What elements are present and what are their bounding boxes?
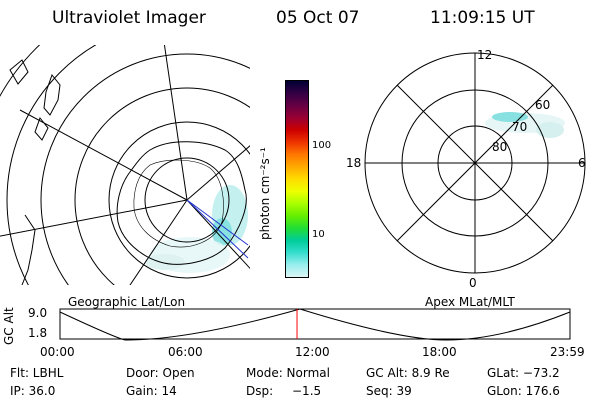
door-status: Door: Open [126, 366, 195, 380]
colorbar [285, 80, 309, 278]
ip-status: IP: 36.0 [10, 384, 56, 398]
gc-alt-status: GC Alt: 8.9 Re [366, 366, 450, 380]
aurora-emission-geo [145, 185, 248, 273]
glat-status: GLat: −73.2 [487, 366, 560, 380]
altitude-tick-max: 9.0 [28, 306, 48, 320]
filter-status: Flt: LBHL [10, 366, 64, 380]
polar-label-right: 6 [578, 156, 586, 170]
x-tick-0600: 06:00 [168, 345, 203, 359]
mode-status: Mode: Normal [246, 366, 330, 380]
x-tick-1200: 12:00 [295, 345, 330, 359]
dsp-value: −1.5 [292, 384, 322, 398]
polar-ring-60: 60 [535, 98, 551, 112]
seq-status: Seq: 39 [366, 384, 412, 398]
instrument-title: Ultraviolet Imager [52, 8, 206, 28]
x-tick-2359: 23:59 [550, 345, 585, 359]
x-tick-0000: 00:00 [40, 345, 75, 359]
geographic-title: Geographic Lat/Lon [68, 295, 186, 309]
polar-label-bottom: 0 [469, 276, 477, 290]
time-label: 11:09:15 UT [430, 8, 535, 28]
altitude-tick-min: 1.8 [28, 326, 48, 340]
polar-ring-70: 70 [512, 120, 528, 134]
colorbar-tick-100: 100 [312, 140, 332, 151]
antarctica-outline [116, 141, 247, 265]
x-tick-1800: 18:00 [422, 345, 457, 359]
dsp-label: Dsp: [246, 384, 274, 398]
altitude-curve [59, 308, 571, 341]
polar-ring-80: 80 [492, 140, 508, 154]
south-america-outline [21, 214, 36, 285]
polar-label-left: 18 [346, 156, 362, 170]
altitude-axis-label: GC Alt [2, 307, 16, 345]
apex-title: Apex MLat/MLT [425, 295, 515, 309]
colorbar-unit-label: photon cm⁻²s⁻¹ [258, 147, 272, 240]
colorbar-tick-10: 10 [312, 229, 325, 240]
polar-label-top: 12 [477, 48, 493, 62]
gain-status: Gain: 14 [126, 384, 177, 398]
new-zealand-outline [43, 73, 61, 116]
date-label: 05 Oct 07 [276, 8, 360, 28]
glon-status: GLon: 176.6 [487, 384, 560, 398]
